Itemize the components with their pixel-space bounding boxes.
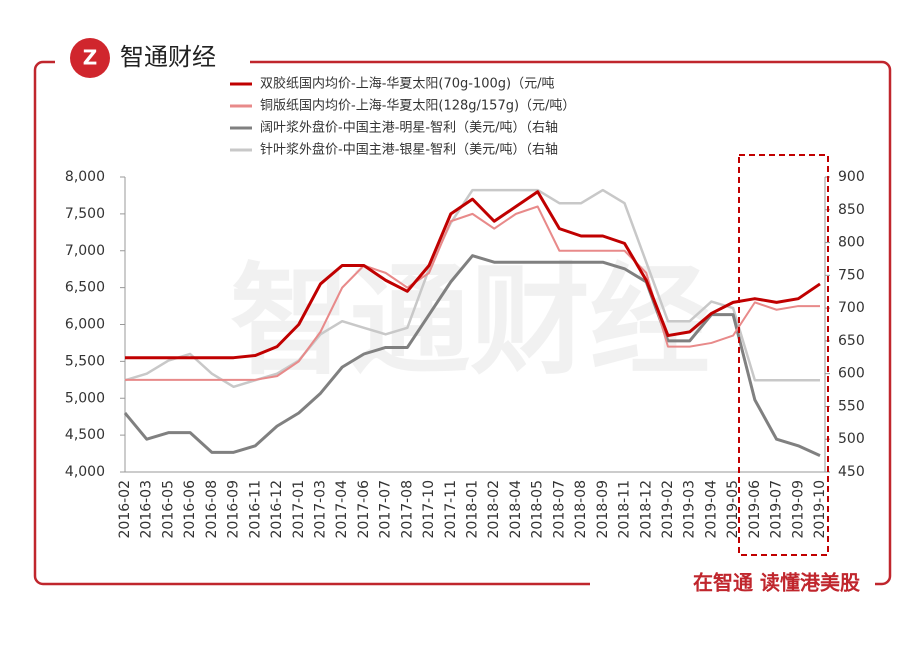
x-tick-label: 2018-12 [638,480,654,539]
y2-tick-label: 600 [838,366,865,382]
x-tick-label: 2019-10 [812,480,828,539]
y-tick-label: 4,000 [65,464,105,480]
y2-tick-label: 850 [838,202,865,218]
y-tick-label: 7,000 [65,243,105,259]
brand-logo [70,38,110,78]
x-tick-label: 2016-08 [204,480,220,539]
watermark: 智通财经 [230,253,710,392]
x-tick-label: 2018-04 [508,480,524,539]
brand-name: 智通财经 [120,43,216,71]
x-tick-label: 2016-02 [117,480,133,539]
x-tick-label: 2017-10 [421,480,437,539]
y2-tick-label: 550 [838,398,865,414]
x-tick-label: 2018-01 [465,480,481,539]
y-tick-label: 8,000 [65,169,105,185]
series-line [124,188,820,389]
x-tick-label: 2016-05 [160,480,176,539]
x-tick-label: 2019-03 [682,480,698,539]
y2-tick-label: 750 [838,267,865,283]
y-tick-label: 6,000 [65,317,105,333]
y2-tick-label: 700 [838,300,865,316]
y2-tick-label: 800 [838,235,865,251]
x-tick-label: 2017-11 [443,480,459,539]
y-tick-label: 4,500 [65,427,105,443]
series-line [125,205,820,381]
x-tick-label: 2017-06 [356,480,372,539]
x-tick-label: 2018-02 [486,480,502,539]
x-tick-label: 2016-09 [226,480,242,539]
x-tick-label: 2016-12 [269,480,285,539]
y-tick-label: 5,500 [65,353,105,369]
y2-tick-label: 900 [838,169,865,185]
y2-tick-label: 650 [838,333,865,349]
legend-label: 阔叶浆外盘价-中国主港-明星-智利（美元/吨）（右轴 [260,120,558,136]
x-tick-label: 2019-02 [660,480,676,539]
x-tick-label: 2017-03 [312,480,328,539]
x-tick-label: 2016-03 [139,480,155,539]
y2-tick-label: 500 [838,431,865,447]
x-tick-label: 2019-04 [703,480,719,539]
x-tick-label: 2018-08 [573,480,589,539]
series-line [125,190,821,360]
y-tick-label: 5,000 [65,390,105,406]
x-tick-label: 2016-06 [182,480,198,539]
footer-mask [590,568,875,600]
x-tick-label: 2017-07 [378,480,394,539]
footer-slogan: 在智通 读懂港美股 [693,571,860,595]
brand-logo-mark: Z [83,46,98,70]
x-tick-label: 2018-05 [530,480,546,539]
x-tick-label: 2019-09 [790,480,806,539]
y2-tick-label: 450 [838,464,865,480]
x-tick-label: 2019-06 [747,480,763,539]
x-tick-label: 2018-07 [551,480,567,539]
x-tick-label: 2018-09 [595,480,611,539]
x-tick-label: 2017-04 [334,480,350,539]
x-tick-label: 2016-11 [247,480,263,539]
highlight-box [738,154,829,556]
legend-label: 铜版纸国内均价-上海-华夏太阳(128g/157g)（元/吨） [260,98,575,114]
x-tick-label: 2017-01 [291,480,307,539]
y-tick-label: 6,500 [65,280,105,296]
series-line [123,254,821,457]
x-tick-label: 2019-07 [769,480,785,539]
x-tick-label: 2019-05 [725,480,741,539]
x-tick-label: 2018-11 [617,480,633,539]
legend-label: 针叶浆外盘价-中国主港-银星-智利（美元/吨）（右轴 [260,142,558,158]
frame [33,60,892,586]
legend-label: 双胶纸国内均价-上海-华夏太阳(70g-100g)（元/吨 [260,76,554,92]
x-tick-label: 2017-08 [399,480,415,539]
y-tick-label: 7,500 [65,206,105,222]
